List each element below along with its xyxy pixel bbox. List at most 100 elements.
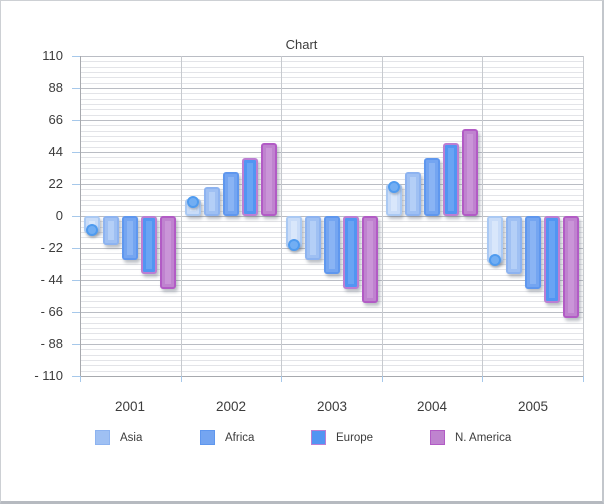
- bar-asia: [103, 216, 119, 245]
- gridline-minor: [80, 67, 583, 68]
- gridline-minor: [80, 205, 583, 206]
- gridline-minor: [80, 93, 583, 94]
- gridline-minor: [80, 360, 583, 361]
- x-axis-tick: [181, 376, 182, 382]
- x-axis-label: 2002: [215, 399, 247, 414]
- gridline-minor: [80, 147, 583, 148]
- bar-africa: [122, 216, 138, 260]
- gridline-minor: [80, 291, 583, 292]
- legend-swatch: [200, 430, 215, 445]
- bar-n-america: [160, 216, 176, 289]
- y-axis-tick: [72, 312, 80, 313]
- gridline-minor: [80, 104, 583, 105]
- x-axis-label: 2003: [316, 399, 348, 414]
- gridline-minor: [80, 83, 583, 84]
- y-axis-label: - 22: [40, 240, 63, 255]
- gridline-minor: [80, 195, 583, 196]
- gridline-minor: [80, 125, 583, 126]
- gridline-minor: [80, 179, 583, 180]
- bar-europe: [141, 216, 157, 274]
- y-axis-label: 22: [48, 176, 63, 191]
- y-axis-label: 110: [42, 48, 63, 63]
- x-axis-label: 2004: [416, 399, 448, 414]
- legend-label: Asia: [120, 432, 143, 444]
- bar-africa: [525, 216, 541, 289]
- bar-asia: [204, 187, 220, 216]
- bar-asia: [305, 216, 321, 260]
- gridline-minor: [80, 72, 583, 73]
- gridline-minor: [80, 323, 583, 324]
- gridline-minor: [80, 365, 583, 366]
- bar-n-america: [362, 216, 378, 303]
- gridline-vertical: [382, 56, 383, 376]
- gridline-major: [80, 344, 583, 345]
- gridline-major: [80, 280, 583, 281]
- circle-marker: [187, 196, 199, 208]
- gridline-major: [80, 88, 583, 89]
- circle-marker: [288, 239, 300, 251]
- bar-africa: [424, 158, 440, 216]
- gridline-major: [80, 184, 583, 185]
- legend-label: Europe: [336, 432, 374, 444]
- bar-n-america: [462, 129, 478, 216]
- gridline-vertical: [281, 56, 282, 376]
- legend-label: Africa: [225, 432, 255, 444]
- circle-marker: [489, 254, 501, 266]
- gridline-minor: [80, 168, 583, 169]
- legend-swatch: [430, 430, 445, 445]
- legend-swatch: [95, 430, 110, 445]
- y-axis-label: 88: [48, 80, 63, 95]
- gridline-major: [80, 312, 583, 313]
- bar-europe: [443, 143, 459, 216]
- bar-asia: [405, 172, 421, 216]
- y-axis-tick: [72, 248, 80, 249]
- bar-n-america: [261, 143, 277, 216]
- gridline-minor: [80, 157, 583, 158]
- y-axis-label: - 44: [40, 272, 63, 287]
- x-axis-tick: [482, 376, 483, 382]
- gridline-minor: [80, 211, 583, 212]
- gridline-major: [80, 56, 583, 57]
- gridline-minor: [80, 307, 583, 308]
- gridline-minor: [80, 163, 583, 164]
- gridline-minor: [80, 317, 583, 318]
- gridline-minor: [80, 136, 583, 137]
- gridline-minor: [80, 349, 583, 350]
- gridline-minor: [80, 371, 583, 372]
- gridline-minor: [80, 173, 583, 174]
- y-axis-label: - 110: [34, 368, 63, 383]
- circle-marker: [86, 224, 98, 236]
- x-axis-line: [80, 376, 583, 377]
- y-axis-line: [80, 56, 81, 376]
- bar-n-america: [563, 216, 579, 318]
- gridline-minor: [80, 328, 583, 329]
- y-axis-tick: [72, 88, 80, 89]
- y-axis-tick: [72, 152, 80, 153]
- gridline-minor: [80, 141, 583, 142]
- x-axis-label: 2001: [114, 399, 146, 414]
- gridline-vertical: [181, 56, 182, 376]
- gridline-minor: [80, 77, 583, 78]
- gridline-minor: [80, 115, 583, 116]
- y-axis-label: - 88: [40, 336, 63, 351]
- y-axis-tick: [72, 344, 80, 345]
- gridline-minor: [80, 61, 583, 62]
- gridline-minor: [80, 99, 583, 100]
- x-axis-tick: [80, 376, 81, 382]
- y-axis-tick: [72, 56, 80, 57]
- gridline-minor: [80, 339, 583, 340]
- circle-marker: [388, 181, 400, 193]
- x-axis-label: 2005: [517, 399, 549, 414]
- gridline-minor: [80, 333, 583, 334]
- y-axis-tick: [72, 184, 80, 185]
- gridline-major: [80, 152, 583, 153]
- x-axis-tick: [382, 376, 383, 382]
- gridline-vertical: [482, 56, 483, 376]
- bar-europe: [544, 216, 560, 303]
- legend-label: N. America: [455, 432, 512, 444]
- legend-swatch: [311, 430, 326, 445]
- y-axis-tick: [72, 216, 80, 217]
- gridline-minor: [80, 355, 583, 356]
- gridline-minor: [80, 200, 583, 201]
